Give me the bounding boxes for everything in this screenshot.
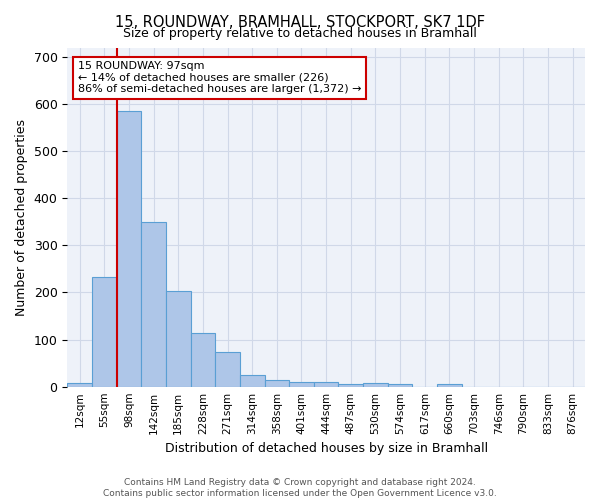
Bar bbox=[92, 277, 116, 386]
Text: Size of property relative to detached houses in Bramhall: Size of property relative to detached ho… bbox=[123, 28, 477, 40]
Bar bbox=[116, 111, 141, 386]
Bar bbox=[240, 375, 265, 386]
Bar bbox=[388, 384, 412, 386]
Bar bbox=[67, 383, 92, 386]
Y-axis label: Number of detached properties: Number of detached properties bbox=[15, 118, 28, 316]
Text: 15 ROUNDWAY: 97sqm
← 14% of detached houses are smaller (226)
86% of semi-detach: 15 ROUNDWAY: 97sqm ← 14% of detached hou… bbox=[77, 61, 361, 94]
Text: Contains HM Land Registry data © Crown copyright and database right 2024.
Contai: Contains HM Land Registry data © Crown c… bbox=[103, 478, 497, 498]
Bar bbox=[191, 332, 215, 386]
Bar bbox=[215, 352, 240, 386]
Bar bbox=[141, 222, 166, 386]
Bar bbox=[363, 384, 388, 386]
X-axis label: Distribution of detached houses by size in Bramhall: Distribution of detached houses by size … bbox=[164, 442, 488, 455]
Bar bbox=[289, 382, 314, 386]
Bar bbox=[437, 384, 462, 386]
Bar bbox=[265, 380, 289, 386]
Text: 15, ROUNDWAY, BRAMHALL, STOCKPORT, SK7 1DF: 15, ROUNDWAY, BRAMHALL, STOCKPORT, SK7 1… bbox=[115, 15, 485, 30]
Bar bbox=[166, 291, 191, 386]
Bar bbox=[338, 384, 363, 386]
Bar bbox=[314, 382, 338, 386]
